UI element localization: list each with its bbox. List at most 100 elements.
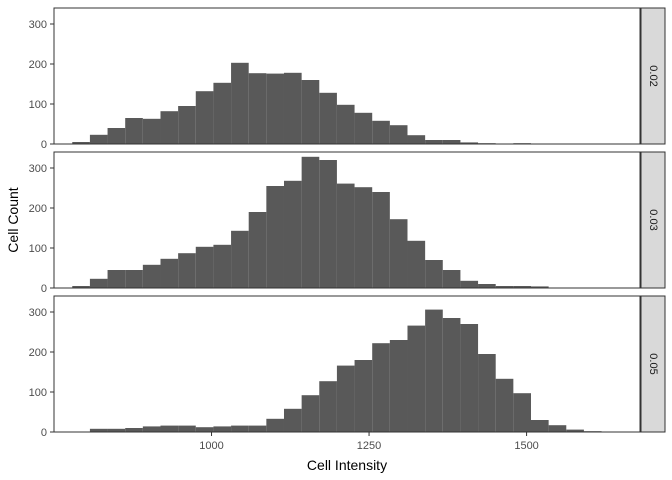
- histogram-bar: [89, 428, 108, 432]
- histogram-bar: [248, 425, 267, 432]
- facet-strip: [640, 295, 666, 433]
- histogram-bar: [231, 425, 249, 432]
- histogram-bar: [372, 192, 390, 288]
- histogram-bar: [195, 91, 214, 144]
- histogram-bar: [354, 360, 373, 432]
- facet-strip-label: 0.02: [647, 65, 659, 86]
- histogram-bar: [319, 381, 337, 432]
- y-tick-label: 100: [29, 387, 47, 399]
- histogram-bar: [125, 118, 143, 144]
- x-tick-label: 1250: [357, 440, 381, 452]
- histogram-bar: [125, 428, 143, 432]
- histogram-bar: [283, 72, 302, 144]
- histogram-bar: [495, 286, 514, 288]
- histogram-bar: [372, 343, 390, 432]
- histogram-bar: [425, 260, 443, 288]
- x-axis: 1000 1250 1500: [199, 432, 539, 452]
- histogram-bar: [178, 425, 196, 432]
- histogram-bar: [248, 73, 267, 144]
- y-tick-label: 300: [29, 307, 47, 319]
- histogram-bar: [266, 186, 284, 288]
- histogram-bar: [266, 418, 284, 432]
- histogram-bar: [513, 286, 531, 288]
- y-tick-label: 300: [29, 163, 47, 175]
- histogram-bar: [425, 309, 443, 432]
- histogram-bar: [478, 284, 496, 288]
- histogram-bar: [72, 286, 90, 288]
- histogram-bar: [213, 244, 232, 288]
- y-axis-title: Cell Count: [5, 187, 21, 252]
- histogram-bar: [301, 80, 320, 144]
- facet-panel-0.03: 0 100 200 300 0.03: [29, 151, 666, 295]
- histogram-bar: [266, 73, 284, 144]
- panel-border: [53, 295, 641, 433]
- facet-panel-0.02: 0 100 200 300 0.02: [29, 7, 666, 151]
- y-tick-label: 0: [41, 427, 47, 439]
- histogram-bar: [231, 62, 249, 144]
- histogram-bar: [142, 264, 161, 288]
- y-tick-label: 100: [29, 243, 47, 255]
- y-tick-label: 0: [41, 283, 47, 295]
- histogram-bar: [354, 112, 373, 144]
- histogram-bar: [178, 106, 196, 144]
- histogram-bar: [213, 426, 232, 432]
- histogram-bar: [142, 426, 161, 432]
- histogram-bar: [495, 378, 514, 432]
- histogram-bar: [107, 270, 126, 288]
- histogram-bar: [389, 340, 408, 432]
- histogram-bar: [513, 393, 531, 432]
- histogram-bar: [442, 270, 461, 288]
- histogram-bar: [460, 324, 479, 432]
- facet-strip: [640, 7, 666, 145]
- histogram-bar: [566, 429, 584, 432]
- histogram-bar: [389, 125, 408, 144]
- histogram-bar: [89, 134, 108, 144]
- panel-border: [53, 7, 641, 145]
- histogram-bar: [319, 92, 337, 144]
- histogram-bar: [336, 104, 355, 144]
- histogram-bar: [372, 120, 390, 144]
- histogram-bar: [442, 318, 461, 432]
- facet-panel-0.05: 0 100 200 300 0.05: [29, 295, 666, 439]
- y-tick-label: 200: [29, 59, 47, 71]
- histogram-bar: [336, 365, 355, 432]
- histogram-bar: [107, 428, 126, 432]
- histogram-bar: [548, 425, 567, 432]
- histogram-bar: [283, 180, 302, 288]
- histogram-bar: [160, 258, 179, 288]
- y-tick-label: 0: [41, 139, 47, 151]
- x-tick-label: 1500: [514, 440, 538, 452]
- histogram-bar: [478, 354, 496, 432]
- histogram-bar: [530, 420, 549, 432]
- histogram-bar: [231, 230, 249, 288]
- histogram-bar: [213, 82, 232, 144]
- histogram-bar: [248, 212, 267, 288]
- histogram-bar: [301, 156, 320, 288]
- histogram-bar: [442, 140, 461, 144]
- facet-strip-label: 0.03: [647, 209, 659, 230]
- histogram-bar: [407, 135, 426, 144]
- y-tick-label: 200: [29, 203, 47, 215]
- y-tick-label: 300: [29, 19, 47, 31]
- histogram-bar: [301, 395, 320, 432]
- histogram-bar: [460, 142, 479, 144]
- histogram-bar: [195, 246, 214, 288]
- x-axis-title: Cell Intensity: [307, 457, 387, 473]
- histogram-bar: [160, 111, 179, 144]
- panel-border: [53, 151, 641, 289]
- y-tick-label: 200: [29, 347, 47, 359]
- y-tick-label: 100: [29, 99, 47, 111]
- histogram-bar: [407, 240, 426, 288]
- x-tick-label: 1000: [199, 440, 223, 452]
- histogram-bar: [425, 140, 443, 144]
- facet-strip-label: 0.05: [647, 353, 659, 374]
- histogram-bar: [389, 219, 408, 288]
- histogram-bar: [125, 270, 143, 288]
- histogram-bar: [319, 160, 337, 288]
- histogram-bar: [460, 280, 479, 288]
- histogram-bar: [72, 142, 90, 144]
- histogram-bar: [530, 286, 549, 288]
- histogram-bar: [195, 427, 214, 432]
- histogram-bar: [354, 187, 373, 288]
